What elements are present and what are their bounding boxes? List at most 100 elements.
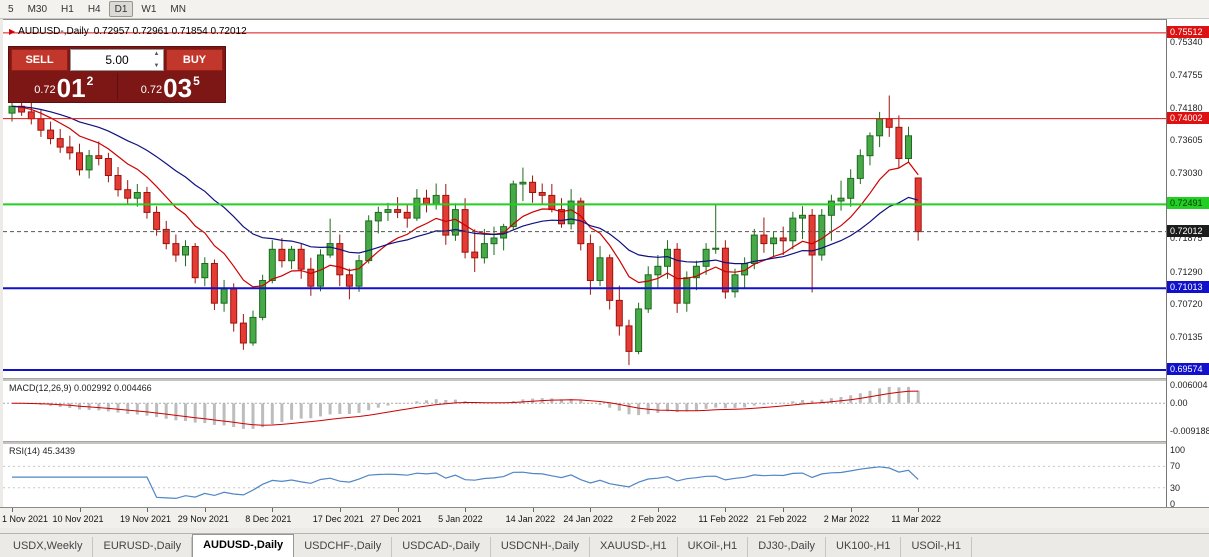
time-axis-label: 2 Feb 2022 <box>630 514 677 524</box>
time-tick <box>79 508 81 512</box>
timeframe-w1[interactable]: W1 <box>135 1 162 17</box>
chart-tab-audusd[interactable]: AUDUSD-,Daily <box>192 534 295 557</box>
symbol-marker-icon: ▶ <box>9 27 16 36</box>
time-tick <box>397 508 399 512</box>
timeframe-d1[interactable]: D1 <box>108 1 134 17</box>
buy-button[interactable]: BUY <box>166 49 223 71</box>
time-tick <box>339 508 341 512</box>
time-axis-label: 19 Nov 2021 <box>120 514 172 524</box>
panel-splitter[interactable] <box>3 378 1209 381</box>
chart-tabs-bar: USDX,Weekly EURUSD-,Daily AUDUSD-,Daily USD… <box>0 533 1209 557</box>
timeframe-5[interactable]: 5 <box>2 1 20 17</box>
time-tick <box>590 508 592 512</box>
chart-tab-usdx[interactable]: USDX,Weekly <box>3 537 94 557</box>
volume-value: 5.00 <box>105 53 129 67</box>
main-chart-panel: ▶ AUDUSD-,Daily 0.72957 0.72961 0.71854 0.… <box>3 19 1166 378</box>
price-tag: 0.74002 <box>1167 111 1209 124</box>
sell-button[interactable]: SELL <box>11 49 68 71</box>
sell-price-display: 0.72 01 2 <box>11 72 117 103</box>
rsi-axis-label: 30 <box>1170 482 1181 493</box>
rsi-axis-label: 70 <box>1170 461 1181 472</box>
rsi-label: RSI(14) 45.3439 <box>9 446 76 456</box>
time-tick <box>532 508 534 512</box>
rsi-chart[interactable] <box>3 444 1166 507</box>
time-tick <box>657 508 659 512</box>
rsi-panel: RSI(14) 45.3439 <box>3 444 1166 507</box>
chart-tab-eurusd[interactable]: EURUSD-,Daily <box>93 537 193 557</box>
sell-price-pips: 01 <box>56 72 86 103</box>
time-tick <box>725 508 727 512</box>
rsi-axis-label: 0 <box>1170 498 1176 509</box>
time-axis-label: 11 Feb 2022 <box>698 514 749 524</box>
buy-price-display: 0.72 03 5 <box>116 72 224 103</box>
buy-price-pips: 03 <box>163 72 193 103</box>
time-tick <box>272 508 274 512</box>
time-tick <box>850 508 852 512</box>
time-axis-label: 10 Nov 2021 <box>52 514 104 524</box>
price-tag: 0.71013 <box>1167 281 1209 294</box>
price-axis[interactable]: 0.75340 0.74755 0.74180 0.73605 0.73030 0.718… <box>1166 19 1209 509</box>
time-axis-label: 27 Dec 2021 <box>370 514 422 524</box>
time-axis-label: 5 Jan 2022 <box>438 514 483 524</box>
chart-tab-ukoil[interactable]: UKOil-,H1 <box>678 537 749 557</box>
timeframe-m30[interactable]: M30 <box>22 1 53 17</box>
price-axis-label: 0.74755 <box>1170 69 1203 80</box>
panel-splitter[interactable] <box>3 441 1209 444</box>
spinner-up-icon[interactable]: ▲ <box>153 51 160 57</box>
time-axis[interactable]: 1 Nov 2021 10 Nov 2021 19 Nov 2021 29 Nov 2… <box>0 507 1209 528</box>
macd-axis-label: -0.009188 <box>1170 425 1209 436</box>
rsi-axis-label: 100 <box>1170 445 1186 456</box>
price-axis-label: 0.71290 <box>1170 266 1203 277</box>
time-axis-label: 8 Dec 2021 <box>245 514 292 524</box>
time-axis-label: 17 Dec 2021 <box>312 514 364 524</box>
timeframe-h4[interactable]: H4 <box>82 1 107 17</box>
chart-tab-usdcad[interactable]: USDCAD-,Daily <box>392 537 491 557</box>
chart-tab-dj30[interactable]: DJ30-,Daily <box>748 537 827 557</box>
macd-chart[interactable] <box>3 381 1166 441</box>
chart-tab-uk100[interactable]: UK100-,H1 <box>826 537 902 557</box>
macd-panel: MACD(12,26,9) 0.002992 0.004466 <box>3 381 1166 441</box>
chart-ohlc-values: 0.72957 0.72961 0.71854 0.72012 <box>93 26 247 37</box>
price-axis-label: 0.73030 <box>1170 167 1203 178</box>
timeframe-h1[interactable]: H1 <box>55 1 80 17</box>
price-tag: 0.75512 <box>1167 25 1209 38</box>
price-axis-label: 0.71875 <box>1170 233 1203 244</box>
chart-tab-usdchf[interactable]: USDCHF-,Daily <box>294 537 393 557</box>
time-axis-label: 2 Mar 2022 <box>823 514 870 524</box>
timeframe-toolbar: 5 M30 H1 H4 D1 W1 MN <box>0 0 1209 19</box>
price-tag: 0.72491 <box>1167 197 1209 210</box>
price-axis-label: 0.74180 <box>1170 102 1203 113</box>
candlestick-chart[interactable] <box>3 20 1166 379</box>
time-axis-label: 1 Nov 2021 <box>2 514 49 524</box>
time-axis-label: 21 Feb 2022 <box>756 514 807 524</box>
one-click-trading-panel: SELL 5.00 ▲ ▼ BUY 0.72 01 2 0.72 03 5 <box>8 46 226 103</box>
spinner-down-icon[interactable]: ▼ <box>153 63 160 69</box>
time-axis-label: 11 Mar 2022 <box>891 514 942 524</box>
chart-tab-xauusd[interactable]: XAUUSD-,H1 <box>590 537 678 557</box>
time-axis-label: 29 Nov 2021 <box>177 514 229 524</box>
chart-symbol-label: AUDUSD-,Daily <box>18 26 89 37</box>
sell-price-point: 2 <box>86 74 94 88</box>
volume-spinner[interactable]: ▲ ▼ <box>151 51 162 69</box>
chart-tab-usdcnh[interactable]: USDCNH-,Daily <box>491 537 591 557</box>
macd-axis-label: 0.006004 <box>1170 380 1208 391</box>
time-tick <box>147 508 148 512</box>
sell-price-base: 0.72 <box>34 84 56 96</box>
time-axis-label: 24 Jan 2022 <box>563 514 613 524</box>
volume-input[interactable]: 5.00 ▲ ▼ <box>70 49 164 71</box>
buy-price-point: 5 <box>193 74 200 88</box>
timeframe-mn[interactable]: MN <box>164 1 192 17</box>
chart-tab-usoil[interactable]: USOil-,H1 <box>901 537 972 557</box>
time-tick <box>12 508 13 512</box>
chart-ohlc-header: ▶ AUDUSD-,Daily 0.72957 0.72961 0.71854 0.… <box>9 26 247 37</box>
macd-axis-label: 0.00 <box>1170 398 1188 409</box>
time-tick <box>918 508 920 512</box>
time-tick <box>783 508 785 512</box>
time-tick <box>204 508 206 512</box>
price-axis-label: 0.70135 <box>1170 332 1203 343</box>
price-axis-label: 0.70720 <box>1170 298 1203 309</box>
buy-price-base: 0.72 <box>140 84 163 96</box>
price-tag: 0.72012 <box>1167 224 1209 237</box>
macd-label: MACD(12,26,9) 0.002992 0.004466 <box>9 383 152 393</box>
time-axis-label: 14 Jan 2022 <box>505 514 556 524</box>
